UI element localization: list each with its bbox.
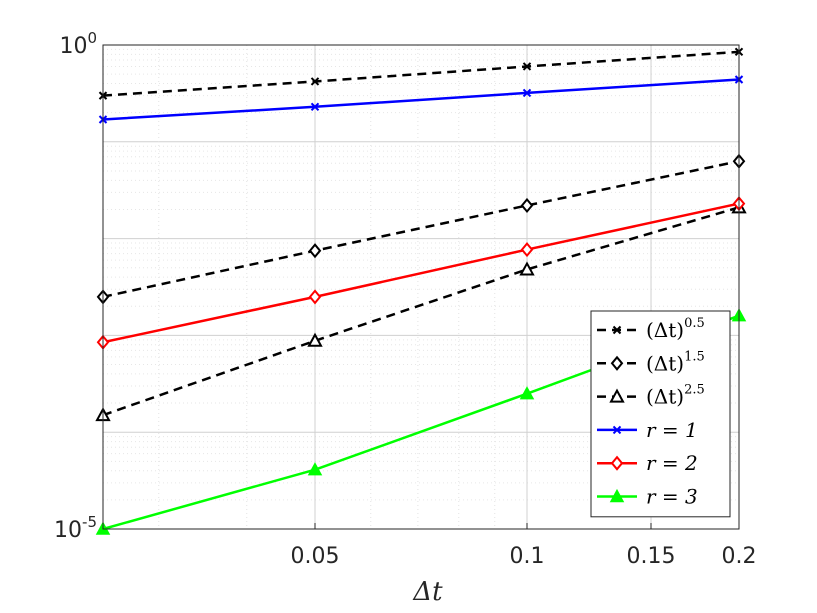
legend-marker: [612, 325, 622, 335]
legend-label: r = 1: [646, 418, 698, 442]
legend-marker: [609, 488, 625, 503]
data-point: [519, 261, 535, 276]
marker-stroke: [612, 425, 622, 435]
data-point: [307, 332, 323, 347]
data-point: [520, 242, 534, 258]
x-tick-label: 0.1: [510, 544, 545, 569]
x-tick-label: 0.05: [291, 544, 340, 569]
legend: (Δt)0.5 (Δt)1.5 (Δt)2.5 r = 1 r = 2 r = 3: [590, 310, 731, 518]
legend-entry-1: (Δt)0.5: [597, 316, 705, 342]
series-line: [102, 160, 740, 299]
x-tick-label: 0.15: [627, 544, 676, 569]
data-point: [522, 88, 532, 98]
data-point: [520, 197, 534, 214]
series-2: [96, 153, 746, 305]
marker-stroke: [612, 325, 622, 335]
data-point: [522, 62, 532, 71]
data-point: [308, 289, 322, 305]
legend-marker: [610, 355, 624, 371]
marker-stroke: [310, 77, 320, 86]
legend-label: (Δt)2.5: [646, 383, 705, 409]
series-line: [102, 50, 740, 97]
data-point: [308, 243, 322, 259]
legend-label: (Δt)0.5: [646, 316, 705, 342]
legend-label: r = 2: [646, 451, 698, 475]
series-5: [96, 196, 746, 350]
data-point: [310, 102, 320, 111]
series-line: [102, 78, 740, 121]
series-line: [102, 206, 740, 417]
data-point: [307, 462, 323, 476]
legend-box: [590, 310, 731, 518]
legend-marker: [612, 425, 622, 435]
legend-marker: [609, 388, 625, 403]
legend-label: (Δt)1.5: [646, 349, 705, 375]
legend-entry-6: r = 3: [597, 485, 698, 509]
marker-stroke: [522, 62, 532, 71]
data-point: [310, 77, 320, 86]
legend-label: r = 3: [646, 485, 698, 509]
legend-entry-4: r = 1: [597, 418, 698, 442]
legend-entry-5: r = 2: [597, 451, 698, 475]
y-tick-label: 100: [59, 29, 97, 59]
axes-group: 0.05 0.1 0.15 0.2 100 10-5: [54, 29, 756, 569]
data-point: [519, 386, 535, 400]
plot-frame: [102, 44, 740, 530]
y-tick-label: 10-5: [54, 513, 97, 543]
marker-stroke: [522, 88, 532, 98]
series-line: [102, 202, 740, 344]
x-axis-label: Δt: [412, 577, 443, 607]
legend-marker: [610, 455, 624, 471]
legend-entry-2: (Δt)1.5: [597, 349, 705, 375]
grid-lines: [103, 44, 740, 530]
legend-entry-3: (Δt)2.5: [597, 383, 705, 409]
marker-stroke: [310, 102, 320, 111]
x-tick-label: 0.2: [722, 544, 757, 569]
